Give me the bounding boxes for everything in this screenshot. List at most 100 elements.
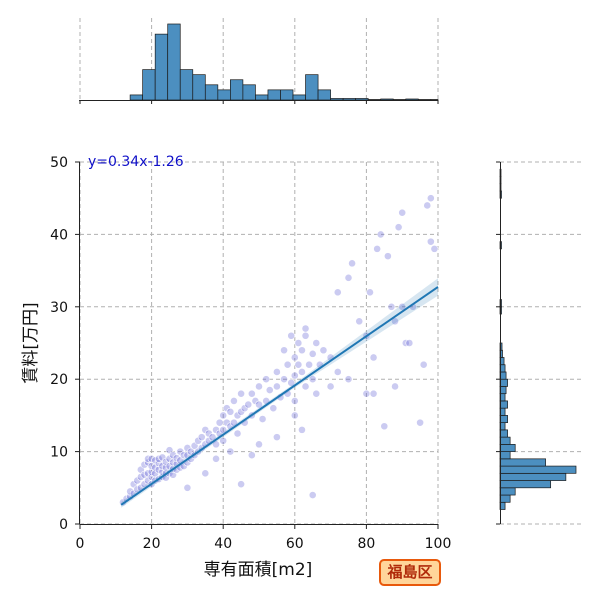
- y-tick-label: 30: [50, 300, 68, 316]
- x-hist-bar: [267, 89, 281, 101]
- data-point: [272, 368, 281, 376]
- data-point: [308, 491, 317, 499]
- data-point: [301, 324, 310, 333]
- x-hist-bar: [317, 89, 331, 101]
- y-hist-bar: [499, 451, 511, 460]
- x-tick-label: 100: [425, 536, 452, 552]
- x-ticks: 0 20 40 60 80 100: [76, 524, 452, 552]
- y-hist-bar: [499, 465, 577, 474]
- right-grid: [496, 161, 582, 525]
- x-hist-bar: [392, 99, 407, 101]
- data-point: [387, 302, 396, 311]
- data-point: [383, 252, 392, 261]
- ward-badge: 福島区: [379, 559, 441, 586]
- x-hist-bar: [305, 74, 319, 101]
- data-point: [333, 368, 342, 376]
- data-point: [308, 349, 317, 358]
- x-hist-bar: [242, 84, 256, 101]
- x-tick-label: 60: [286, 536, 304, 552]
- data-point: [419, 360, 428, 369]
- data-point: [272, 382, 281, 391]
- data-point: [348, 259, 356, 268]
- x-axis-label: 専有面積[m2]: [204, 560, 313, 580]
- y-hist-bar: [499, 444, 516, 452]
- data-point: [333, 288, 342, 297]
- data-point: [308, 375, 317, 384]
- scatter-points: [119, 194, 439, 507]
- x-tick-label: 40: [214, 536, 232, 552]
- x-hist-bar: [255, 94, 269, 101]
- x-hist-bar: [167, 23, 181, 101]
- x-tick-label: 20: [143, 536, 161, 552]
- data-point: [247, 451, 256, 460]
- data-point: [265, 386, 274, 394]
- data-point: [423, 201, 432, 210]
- main-grid: [79, 161, 439, 525]
- x-tick-label: 80: [357, 536, 375, 552]
- data-point: [312, 389, 321, 398]
- data-point: [416, 418, 424, 427]
- x-hist-bar: [367, 99, 382, 101]
- data-point: [287, 378, 296, 387]
- x-hist-bar: [342, 98, 357, 101]
- data-point: [219, 411, 228, 420]
- y-hist-bar: [499, 480, 552, 489]
- data-point: [244, 400, 253, 409]
- data-point: [255, 382, 263, 391]
- x-hist-bar: [280, 89, 294, 101]
- data-point: [301, 382, 310, 391]
- data-point: [301, 331, 310, 340]
- data-point: [355, 317, 364, 326]
- data-point: [262, 375, 271, 384]
- data-point: [212, 454, 220, 463]
- data-point: [369, 353, 378, 362]
- y-ticks: 0 10 20 30 40 50: [50, 155, 80, 533]
- data-point: [398, 208, 407, 217]
- y-hist-bar: [499, 415, 508, 423]
- data-point: [369, 389, 378, 398]
- data-point: [183, 483, 192, 492]
- x-hist-bar: [330, 98, 344, 101]
- x-hist-bar: [355, 98, 369, 101]
- data-point: [426, 194, 435, 203]
- regression-label: y=0.34x-1.26: [88, 154, 184, 170]
- data-point: [215, 418, 224, 427]
- data-point: [290, 397, 299, 405]
- y-hist-bar: [499, 472, 567, 481]
- data-point: [272, 433, 281, 442]
- data-point: [283, 360, 292, 369]
- x-hist-bar: [154, 33, 169, 101]
- y-marginal-panel: [496, 161, 582, 525]
- data-point: [269, 404, 278, 413]
- data-point: [391, 382, 399, 391]
- x-hist-bar: [417, 99, 432, 101]
- data-point: [294, 339, 303, 347]
- data-point: [290, 411, 299, 420]
- x-hist-bar: [405, 98, 419, 101]
- data-point: [280, 346, 288, 355]
- data-point: [319, 346, 328, 355]
- data-point: [197, 433, 206, 442]
- x-marginal-panel: [79, 18, 439, 104]
- y-axis-label: 賃料[万円]: [21, 302, 41, 383]
- data-point: [247, 389, 256, 398]
- x-hist-bar: [217, 89, 231, 101]
- top-grid: [79, 18, 439, 104]
- data-point: [226, 407, 235, 416]
- data-point: [201, 469, 210, 478]
- x-histogram: [129, 23, 439, 101]
- x-hist-bar: [430, 99, 439, 101]
- data-point: [405, 339, 414, 347]
- data-point: [280, 375, 288, 384]
- data-point: [373, 244, 382, 253]
- data-point: [326, 382, 335, 391]
- y-histogram: [499, 168, 577, 510]
- data-point: [230, 397, 238, 405]
- y-tick-label: 50: [50, 155, 68, 171]
- data-point: [208, 433, 217, 442]
- x-hist-bar: [204, 84, 219, 101]
- y-tick-label: 0: [59, 517, 68, 533]
- data-point: [305, 360, 314, 369]
- data-point: [255, 440, 263, 449]
